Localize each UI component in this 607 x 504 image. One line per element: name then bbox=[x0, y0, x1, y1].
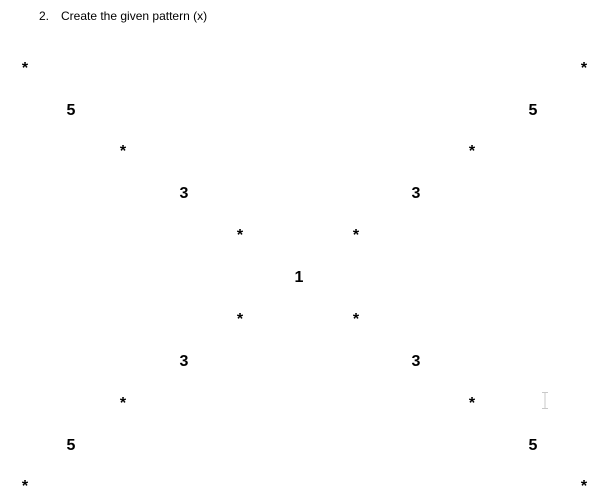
pattern-symbol: * bbox=[119, 143, 127, 160]
text-cursor-icon bbox=[542, 392, 548, 409]
heading-text: Create the given pattern (x) bbox=[61, 9, 208, 23]
pattern-symbol: * bbox=[236, 311, 244, 328]
pattern-symbol: * bbox=[468, 143, 476, 160]
pattern-symbol: * bbox=[119, 395, 127, 412]
pattern-number: 5 bbox=[528, 437, 538, 454]
pattern-symbol: * bbox=[352, 227, 360, 244]
pattern-number: 3 bbox=[179, 353, 189, 370]
pattern-number: 3 bbox=[411, 353, 421, 370]
pattern-symbol: * bbox=[21, 60, 29, 77]
pattern-number: 3 bbox=[179, 185, 189, 202]
pattern-number: 5 bbox=[528, 102, 538, 119]
pattern-center-number: 1 bbox=[294, 269, 304, 286]
pattern-symbol: * bbox=[580, 478, 588, 495]
pattern-symbol: * bbox=[352, 311, 360, 328]
pattern-symbol: * bbox=[580, 60, 588, 77]
pattern-number: 5 bbox=[66, 437, 76, 454]
heading-number: 2. bbox=[39, 9, 50, 23]
pattern-symbol: * bbox=[468, 395, 476, 412]
pattern-symbol: * bbox=[21, 478, 29, 495]
instruction-heading: 2. Create the given pattern (x) bbox=[39, 9, 207, 24]
pattern-number: 5 bbox=[66, 102, 76, 119]
pattern-symbol: * bbox=[236, 227, 244, 244]
pattern-number: 3 bbox=[411, 185, 421, 202]
